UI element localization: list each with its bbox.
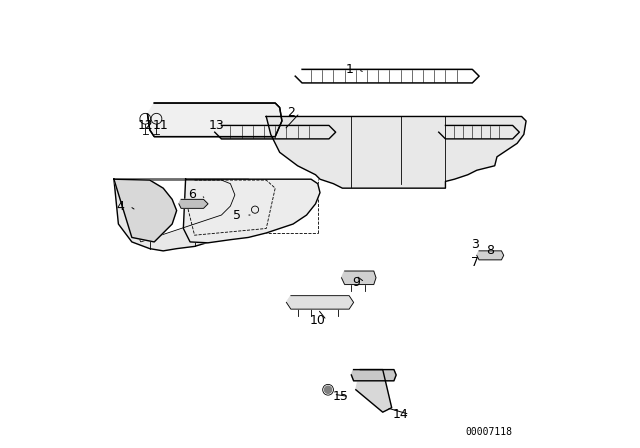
Polygon shape xyxy=(114,179,177,242)
Polygon shape xyxy=(132,180,235,242)
Text: 3: 3 xyxy=(470,237,479,251)
Polygon shape xyxy=(477,251,504,260)
Polygon shape xyxy=(215,125,336,139)
Polygon shape xyxy=(114,179,257,251)
Polygon shape xyxy=(351,370,396,381)
Polygon shape xyxy=(148,103,282,137)
Polygon shape xyxy=(342,271,376,284)
Polygon shape xyxy=(296,69,479,83)
Circle shape xyxy=(324,386,332,393)
Polygon shape xyxy=(179,199,208,208)
Text: 2: 2 xyxy=(287,106,295,120)
Text: 4: 4 xyxy=(116,199,125,213)
Text: 15: 15 xyxy=(332,390,348,403)
Text: 5: 5 xyxy=(233,208,241,222)
Text: 9: 9 xyxy=(352,276,360,289)
Polygon shape xyxy=(356,370,392,412)
Text: 6: 6 xyxy=(188,188,196,202)
Polygon shape xyxy=(287,296,353,309)
Text: 11: 11 xyxy=(153,119,169,132)
Text: 00007118: 00007118 xyxy=(466,427,513,437)
Polygon shape xyxy=(266,116,526,188)
Text: 1: 1 xyxy=(345,63,353,76)
Text: 7: 7 xyxy=(470,255,479,269)
Text: 12: 12 xyxy=(138,119,153,132)
Polygon shape xyxy=(184,179,320,243)
Text: 10: 10 xyxy=(310,314,326,327)
Text: 13: 13 xyxy=(209,119,225,132)
Polygon shape xyxy=(439,125,520,139)
Text: 8: 8 xyxy=(486,244,494,258)
Text: 14: 14 xyxy=(393,408,408,421)
